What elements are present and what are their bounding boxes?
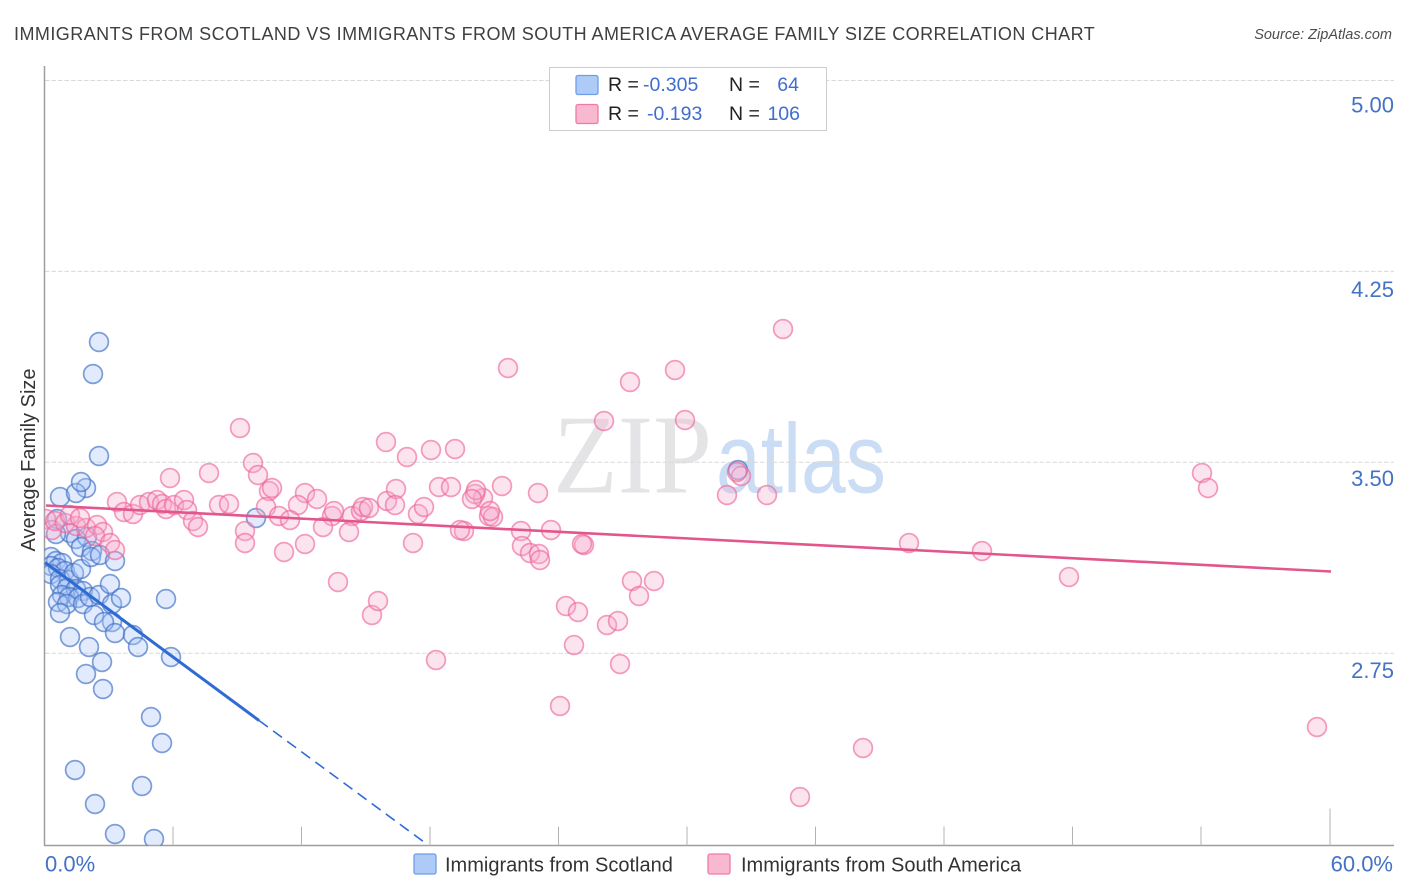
svg-text:Immigrants from Scotland: Immigrants from Scotland	[445, 855, 673, 877]
svg-text:2.75: 2.75	[1351, 658, 1394, 683]
svg-text:64: 64	[777, 74, 799, 96]
svg-text:Source: ZipAtlas.com: Source: ZipAtlas.com	[1254, 27, 1392, 43]
svg-text:R =: R =	[608, 74, 639, 96]
svg-text:IMMIGRANTS FROM SCOTLAND VS IM: IMMIGRANTS FROM SCOTLAND VS IMMIGRANTS F…	[14, 24, 1095, 44]
svg-text:N =: N =	[729, 74, 760, 96]
svg-text:R =: R =	[608, 103, 639, 125]
svg-text:ZIP: ZIP	[553, 394, 712, 518]
svg-text:60.0%: 60.0%	[1331, 852, 1393, 877]
svg-text:Average Family Size: Average Family Size	[18, 368, 40, 551]
svg-text:-0.305: -0.305	[643, 74, 698, 96]
svg-text:0.0%: 0.0%	[45, 852, 95, 877]
svg-text:3.50: 3.50	[1351, 466, 1394, 491]
svg-text:N =: N =	[729, 103, 760, 125]
svg-text:Immigrants from South America: Immigrants from South America	[741, 855, 1022, 877]
svg-text:106: 106	[767, 103, 800, 125]
svg-text:-0.193: -0.193	[647, 103, 702, 125]
svg-text:5.00: 5.00	[1351, 93, 1394, 118]
svg-text:atlas: atlas	[716, 404, 886, 514]
svg-text:4.25: 4.25	[1351, 277, 1394, 302]
